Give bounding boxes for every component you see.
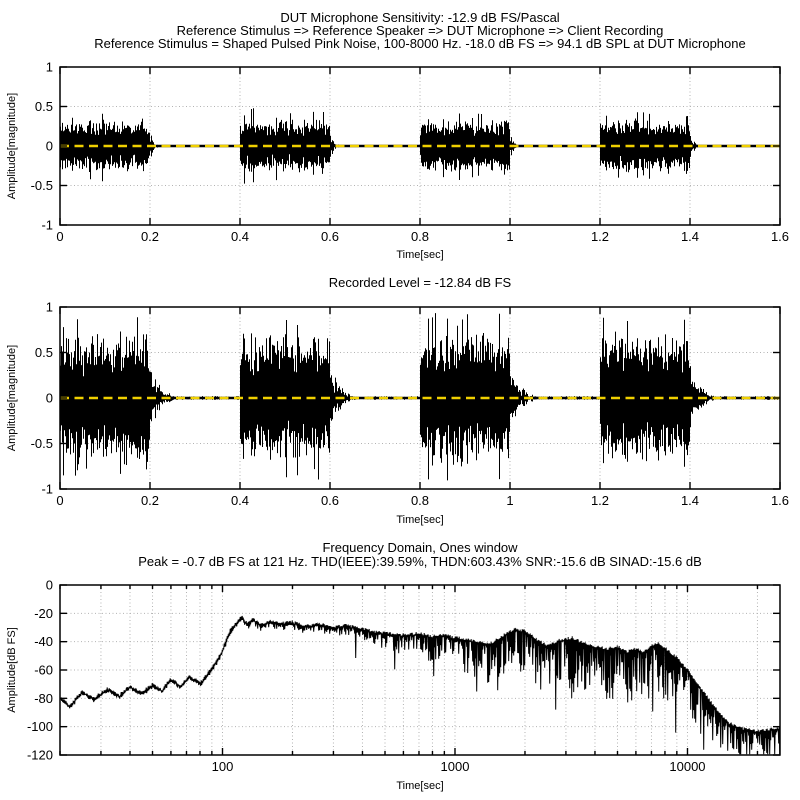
y-tick-label: 0 — [46, 578, 53, 593]
y-tick-label: 0.5 — [35, 99, 53, 114]
tick-labels: 0 0.2 0.4 0.6 0.8 1 1.2 1.4 1.6 -1 -0.5 0 0.5 1 — [31, 300, 789, 509]
x-tick-label: 0.4 — [231, 229, 249, 244]
y-tick-label: 1 — [46, 60, 53, 75]
axes-box — [59, 66, 781, 226]
x-tick-label: 100 — [212, 759, 234, 774]
plot3-ylabel: Amplitude[dB FS] — [6, 627, 18, 713]
x-tick-label: 0 — [56, 229, 63, 244]
plot2-axes-area: 0 0.2 0.4 0.6 0.8 1 1.2 1.4 1.6 -1 -0.5 0 0.5 1 — [31, 300, 789, 509]
x-tick-label: 1 — [506, 493, 513, 508]
plot3-title-line2: Peak = -0.7 dB FS at 121 Hz. THD(IEEE):3… — [138, 554, 701, 569]
grid-lines — [60, 67, 780, 225]
y-tick-label: -0.5 — [31, 436, 53, 451]
x-tick-label: 0.2 — [141, 493, 159, 508]
plot1-title-line2: Reference Stimulus => Reference Speaker … — [177, 23, 664, 38]
y-tick-label: -60 — [34, 663, 53, 678]
x-tick-label: 1000 — [441, 759, 470, 774]
x-tick-label: 0 — [56, 493, 63, 508]
plot1-title-line1: DUT Microphone Sensitivity: -12.9 dB FS/… — [280, 10, 559, 25]
axes-box — [59, 306, 781, 490]
y-tick-label: 0.5 — [35, 345, 53, 360]
x-tick-label: 0.8 — [411, 229, 429, 244]
plot2-ylabel: Amplitude[magnitude] — [6, 345, 18, 451]
y-tick-label: 1 — [46, 300, 53, 315]
x-tick-label: 1.2 — [591, 229, 609, 244]
plot3-axes-area: 100 1000 10000 0 -20 -40 -60 -80 -100 -120 — [27, 578, 781, 775]
x-tick-label: 10000 — [669, 759, 705, 774]
x-tick-label: 0.2 — [141, 229, 159, 244]
x-tick-label: 0.8 — [411, 493, 429, 508]
y-tick-label: -120 — [27, 748, 53, 763]
x-tick-label: 0.4 — [231, 493, 249, 508]
y-tick-label: -0.5 — [31, 178, 53, 193]
plot1-title-line3: Reference Stimulus = Shaped Pulsed Pink … — [94, 36, 745, 51]
x-tick-label: 1.4 — [681, 493, 699, 508]
y-tick-label: -20 — [34, 606, 53, 621]
x-tick-label: 1.6 — [771, 229, 789, 244]
x-tick-label: 0.6 — [321, 229, 339, 244]
y-tick-label: -1 — [41, 218, 53, 233]
x-tick-label: 0.6 — [321, 493, 339, 508]
y-tick-label: 0 — [46, 139, 53, 154]
x-tick-label: 1 — [506, 229, 513, 244]
x-tick-label: 1.6 — [771, 493, 789, 508]
y-tick-label: 0 — [46, 391, 53, 406]
plot3-xlabel: Time[sec] — [396, 780, 443, 792]
plot2-title-line1: Recorded Level = -12.84 dB FS — [329, 275, 512, 290]
plot1-axes-area: 0 0.2 0.4 0.6 0.8 1 1.2 1.4 1.6 -1 -0.5 0 0.5 1 — [31, 60, 789, 245]
y-tick-label: -80 — [34, 691, 53, 706]
y-tick-label: -100 — [27, 719, 53, 734]
x-tick-label: 1.4 — [681, 229, 699, 244]
tick-labels: 0 0.2 0.4 0.6 0.8 1 1.2 1.4 1.6 -1 -0.5 0 0.5 1 — [31, 60, 789, 245]
y-tick-label: -1 — [41, 482, 53, 497]
tick-labels: 100 1000 10000 0 -20 -40 -60 -80 -100 -120 — [27, 578, 706, 775]
tick-marks — [59, 66, 781, 226]
axes-box — [59, 584, 781, 756]
plot1-ylabel: Amplitude[magnitude] — [6, 93, 18, 199]
x-tick-label: 1.2 — [591, 493, 609, 508]
grid-lines — [59, 585, 780, 755]
spectrum-trace — [59, 615, 781, 755]
y-tick-label: -40 — [34, 634, 53, 649]
plot2-xlabel: Time[sec] — [396, 514, 443, 526]
plot1-xlabel: Time[sec] — [396, 249, 443, 261]
plot3-title-line1: Frequency Domain, Ones window — [322, 540, 518, 555]
